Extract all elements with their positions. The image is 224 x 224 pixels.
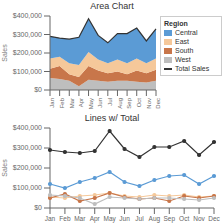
html-text:Lines w/ Total: Lines w/ Total bbox=[84, 113, 140, 123]
svg-text:Jun: Jun bbox=[119, 215, 130, 222]
svg-text:$400,000: $400,000 bbox=[13, 12, 42, 19]
svg-text:Mar: Mar bbox=[74, 215, 86, 222]
svg-text:$200,000: $200,000 bbox=[13, 164, 42, 171]
html-text:Area Chart: Area Chart bbox=[90, 1, 134, 11]
svg-text:$0: $0 bbox=[34, 204, 42, 211]
svg-text:Feb: Feb bbox=[59, 97, 65, 108]
svg-text:$300,000: $300,000 bbox=[13, 31, 42, 38]
svg-text:Jun: Jun bbox=[97, 98, 103, 108]
svg-text:Dec: Dec bbox=[208, 215, 216, 222]
html-text:West: West bbox=[175, 56, 191, 63]
svg-text:Sales: Sales bbox=[8, 159, 9, 177]
svg-text:Nov: Nov bbox=[146, 98, 152, 109]
svg-text:$300,000: $300,000 bbox=[13, 144, 42, 151]
html-text:Region: Region bbox=[164, 20, 188, 27]
svg-text:$100,000: $100,000 bbox=[13, 184, 42, 191]
svg-text:Sep: Sep bbox=[163, 215, 175, 223]
svg-text:$100,000: $100,000 bbox=[13, 68, 42, 75]
svg-text:$200,000: $200,000 bbox=[13, 49, 42, 56]
svg-text:Jul: Jul bbox=[107, 98, 113, 106]
svg-text:Apr: Apr bbox=[78, 98, 84, 107]
svg-text:Jan: Jan bbox=[45, 215, 56, 222]
svg-text:Apr: Apr bbox=[90, 215, 101, 223]
svg-text:$0: $0 bbox=[34, 86, 42, 93]
svg-text:Nov: Nov bbox=[193, 215, 205, 222]
svg-text:Aug: Aug bbox=[117, 98, 123, 109]
svg-text:Feb: Feb bbox=[59, 215, 71, 222]
html-text:South: South bbox=[175, 47, 194, 54]
html-text:Central: Central bbox=[175, 29, 198, 36]
svg-text:Jan: Jan bbox=[49, 98, 55, 108]
html-text:East: East bbox=[175, 38, 189, 45]
svg-text:Sep: Sep bbox=[126, 97, 132, 108]
svg-text:Oct: Oct bbox=[179, 215, 189, 222]
svg-text:Aug: Aug bbox=[149, 215, 161, 223]
svg-text:Jul: Jul bbox=[135, 215, 144, 222]
svg-text:May: May bbox=[103, 215, 116, 223]
svg-text:$400,000: $400,000 bbox=[13, 124, 42, 131]
svg-text:May: May bbox=[88, 98, 94, 109]
svg-text:Dec: Dec bbox=[155, 98, 161, 109]
svg-text:Mar: Mar bbox=[69, 98, 75, 108]
svg-text:Sales: Sales bbox=[8, 44, 9, 62]
html-text:Total Sales: Total Sales bbox=[175, 65, 210, 72]
svg-text:Oct: Oct bbox=[136, 98, 142, 108]
